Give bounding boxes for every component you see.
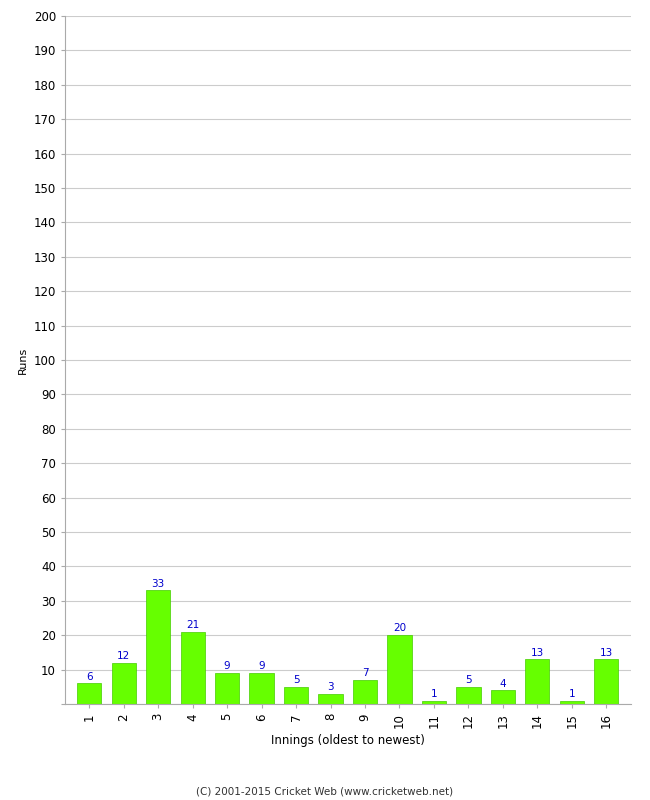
Bar (215, 673, 239, 704)
Bar (250, 673, 274, 704)
Bar (456, 686, 480, 704)
Text: 5: 5 (465, 675, 472, 685)
Text: 1: 1 (569, 689, 575, 699)
X-axis label: Innings (oldest to newest): Innings (oldest to newest) (271, 734, 424, 746)
Text: 13: 13 (531, 647, 544, 658)
Text: 1: 1 (431, 689, 437, 699)
Text: 13: 13 (600, 647, 613, 658)
Bar (422, 701, 446, 704)
Text: 33: 33 (151, 578, 164, 589)
Text: 9: 9 (258, 662, 265, 671)
Text: 21: 21 (186, 620, 199, 630)
Text: (C) 2001-2015 Cricket Web (www.cricketweb.net): (C) 2001-2015 Cricket Web (www.cricketwe… (196, 786, 454, 796)
Bar (560, 701, 584, 704)
Bar (491, 690, 515, 704)
Text: 5: 5 (292, 675, 300, 685)
Bar (318, 694, 343, 704)
Bar (387, 635, 411, 704)
Bar (594, 659, 618, 704)
Text: 7: 7 (361, 668, 369, 678)
Text: 4: 4 (500, 678, 506, 689)
Text: 6: 6 (86, 672, 92, 682)
Text: 12: 12 (117, 651, 130, 661)
Y-axis label: Runs: Runs (18, 346, 28, 374)
Bar (525, 659, 549, 704)
Bar (181, 632, 205, 704)
Text: 9: 9 (224, 662, 230, 671)
Text: 3: 3 (327, 682, 334, 692)
Bar (284, 686, 308, 704)
Bar (112, 662, 136, 704)
Bar (146, 590, 170, 704)
Text: 20: 20 (393, 623, 406, 634)
Bar (77, 683, 101, 704)
Bar (353, 680, 377, 704)
